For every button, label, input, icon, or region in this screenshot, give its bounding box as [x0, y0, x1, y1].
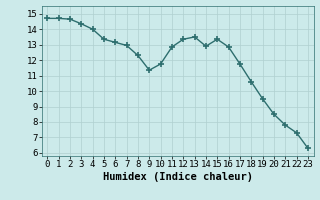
X-axis label: Humidex (Indice chaleur): Humidex (Indice chaleur)	[103, 172, 252, 182]
